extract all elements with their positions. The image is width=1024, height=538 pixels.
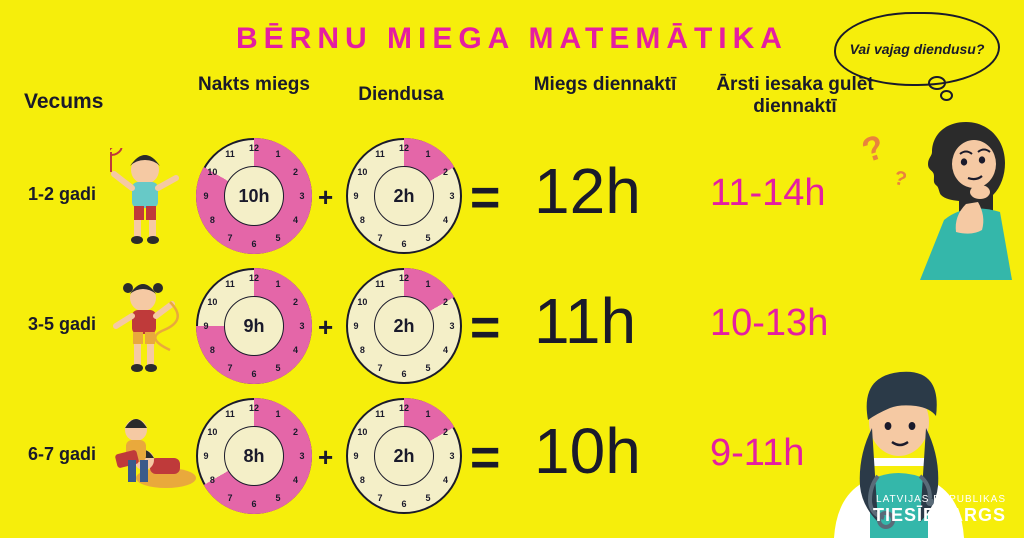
header-total: Miegs diennaktī: [520, 74, 690, 96]
infographic: BĒRNU MIEGA MATEMĀTIKA Vai vajag diendus…: [0, 0, 1024, 538]
recommended-sleep: 9-11h: [710, 432, 804, 475]
plus-sign: +: [318, 182, 333, 213]
header-nap: Diendusa: [336, 84, 466, 106]
header-recommended: Ārsti iesaka gulēt diennaktī: [700, 74, 890, 118]
night-sleep-clock: 8h123456789101112: [196, 398, 312, 514]
header-age: Vecums: [24, 90, 103, 114]
logo: LATVIJAS REPUBLIKAS TIESĪBSARGS: [873, 494, 1006, 526]
recommended-sleep: 11-14h: [710, 172, 826, 215]
thinking-person-icon: [896, 100, 1024, 280]
equals-sign: =: [470, 298, 496, 358]
child-icon: [110, 278, 180, 378]
plus-sign: +: [318, 312, 333, 343]
child-icon: [110, 148, 180, 248]
night-sleep-clock: 10h123456789101112: [196, 138, 312, 254]
total-sleep: 12h: [534, 154, 641, 228]
nap-clock: 2h123456789101112: [346, 138, 462, 254]
age-label: 6-7 gadi: [28, 444, 118, 465]
total-sleep: 11h: [534, 284, 636, 358]
column-headers: Vecums Nakts miegs Diendusa Miegs dienna…: [0, 68, 1024, 128]
logo-line-1: LATVIJAS REPUBLIKAS: [873, 494, 1006, 505]
logo-line-2: TIESĪBSARGS: [873, 505, 1006, 526]
recommended-sleep: 10-13h: [710, 302, 828, 345]
child-icon: [110, 408, 180, 508]
night-sleep-clock: 9h123456789101112: [196, 268, 312, 384]
age-label: 3-5 gadi: [28, 314, 118, 335]
plus-sign: +: [318, 442, 333, 473]
nap-clock: 2h123456789101112: [346, 398, 462, 514]
equals-sign: =: [470, 168, 496, 228]
age-label: 1-2 gadi: [28, 184, 118, 205]
nap-clock: 2h123456789101112: [346, 268, 462, 384]
equals-sign: =: [470, 428, 496, 488]
total-sleep: 10h: [534, 414, 641, 488]
header-night: Nakts miegs: [196, 74, 312, 96]
